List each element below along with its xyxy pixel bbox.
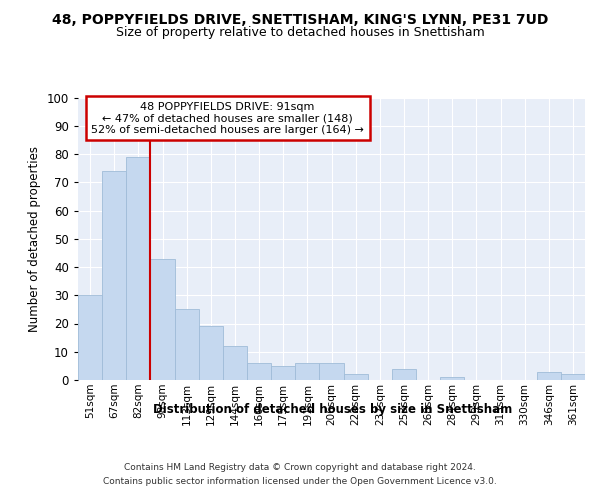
Text: Contains public sector information licensed under the Open Government Licence v3: Contains public sector information licen…: [103, 477, 497, 486]
Bar: [319, 363, 344, 380]
Bar: [247, 363, 271, 380]
Text: 48, POPPYFIELDS DRIVE, SNETTISHAM, KING'S LYNN, PE31 7UD: 48, POPPYFIELDS DRIVE, SNETTISHAM, KING'…: [52, 12, 548, 26]
Bar: [295, 363, 319, 380]
Bar: [175, 310, 199, 380]
Y-axis label: Number of detached properties: Number of detached properties: [28, 146, 41, 332]
Bar: [561, 374, 585, 380]
Bar: [537, 372, 561, 380]
Text: Contains HM Land Registry data © Crown copyright and database right 2024.: Contains HM Land Registry data © Crown c…: [124, 464, 476, 472]
Bar: [199, 326, 223, 380]
Text: Size of property relative to detached houses in Snettisham: Size of property relative to detached ho…: [116, 26, 484, 39]
Bar: [151, 258, 175, 380]
Bar: [78, 295, 102, 380]
Bar: [271, 366, 295, 380]
Bar: [392, 368, 416, 380]
Bar: [344, 374, 368, 380]
Bar: [126, 157, 151, 380]
Bar: [440, 377, 464, 380]
Text: 48 POPPYFIELDS DRIVE: 91sqm
← 47% of detached houses are smaller (148)
52% of se: 48 POPPYFIELDS DRIVE: 91sqm ← 47% of det…: [91, 102, 364, 135]
Bar: [223, 346, 247, 380]
Text: Distribution of detached houses by size in Snettisham: Distribution of detached houses by size …: [154, 402, 512, 415]
Bar: [102, 171, 126, 380]
